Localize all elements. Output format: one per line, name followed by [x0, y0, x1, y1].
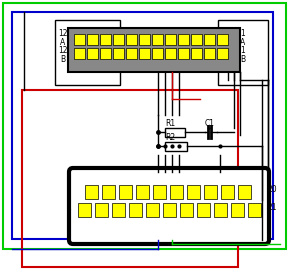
Bar	[129, 203, 142, 217]
Bar	[170, 185, 183, 199]
Text: A: A	[60, 38, 66, 47]
Text: R1: R1	[165, 119, 175, 128]
Text: A: A	[240, 38, 246, 47]
Bar	[163, 203, 176, 217]
Bar	[85, 185, 98, 199]
Text: C1: C1	[205, 119, 215, 128]
Bar	[180, 203, 193, 217]
Bar	[165, 34, 176, 45]
Bar	[113, 34, 124, 45]
Bar	[238, 185, 251, 199]
Bar	[217, 48, 228, 59]
Bar	[113, 48, 124, 59]
Bar	[204, 185, 217, 199]
Bar	[231, 203, 244, 217]
Bar	[126, 34, 137, 45]
Bar	[165, 128, 185, 137]
Bar	[248, 203, 261, 217]
Bar	[95, 203, 108, 217]
Bar	[100, 34, 111, 45]
Bar	[165, 142, 187, 151]
Bar	[78, 203, 91, 217]
Bar	[136, 185, 149, 199]
Text: R2: R2	[165, 133, 175, 142]
Bar	[12, 12, 273, 239]
Bar	[152, 34, 163, 45]
Bar	[139, 48, 150, 59]
Bar	[100, 48, 111, 59]
Text: +: +	[206, 126, 211, 131]
Bar	[102, 185, 115, 199]
Bar	[221, 185, 234, 199]
Bar	[87, 48, 98, 59]
Bar	[152, 48, 163, 59]
Text: 12: 12	[58, 46, 68, 55]
Bar	[146, 203, 159, 217]
Text: 2: 2	[66, 185, 71, 194]
Bar	[191, 34, 202, 45]
Bar	[74, 48, 85, 59]
Bar	[218, 20, 268, 85]
Text: 12: 12	[58, 29, 68, 38]
Bar	[74, 34, 85, 45]
Bar	[139, 34, 150, 45]
Bar	[204, 48, 215, 59]
Bar	[22, 90, 238, 267]
Bar	[165, 48, 176, 59]
Bar	[112, 203, 125, 217]
Bar	[178, 48, 189, 59]
Bar	[153, 185, 166, 199]
Text: 1: 1	[241, 29, 245, 38]
Bar	[87, 34, 98, 45]
Text: B: B	[240, 55, 246, 64]
Bar	[217, 34, 228, 45]
Bar	[178, 34, 189, 45]
Bar	[204, 34, 215, 45]
Text: 20: 20	[267, 185, 277, 194]
Bar	[55, 20, 120, 85]
Bar	[191, 48, 202, 59]
Text: 1: 1	[241, 46, 245, 55]
Bar	[214, 203, 227, 217]
Bar	[187, 185, 200, 199]
Bar	[126, 48, 137, 59]
Bar	[197, 203, 210, 217]
Text: 21: 21	[267, 203, 276, 212]
Bar	[119, 185, 132, 199]
FancyBboxPatch shape	[69, 168, 269, 244]
Bar	[68, 28, 240, 72]
Text: B: B	[61, 55, 65, 64]
Text: 1: 1	[66, 203, 71, 212]
